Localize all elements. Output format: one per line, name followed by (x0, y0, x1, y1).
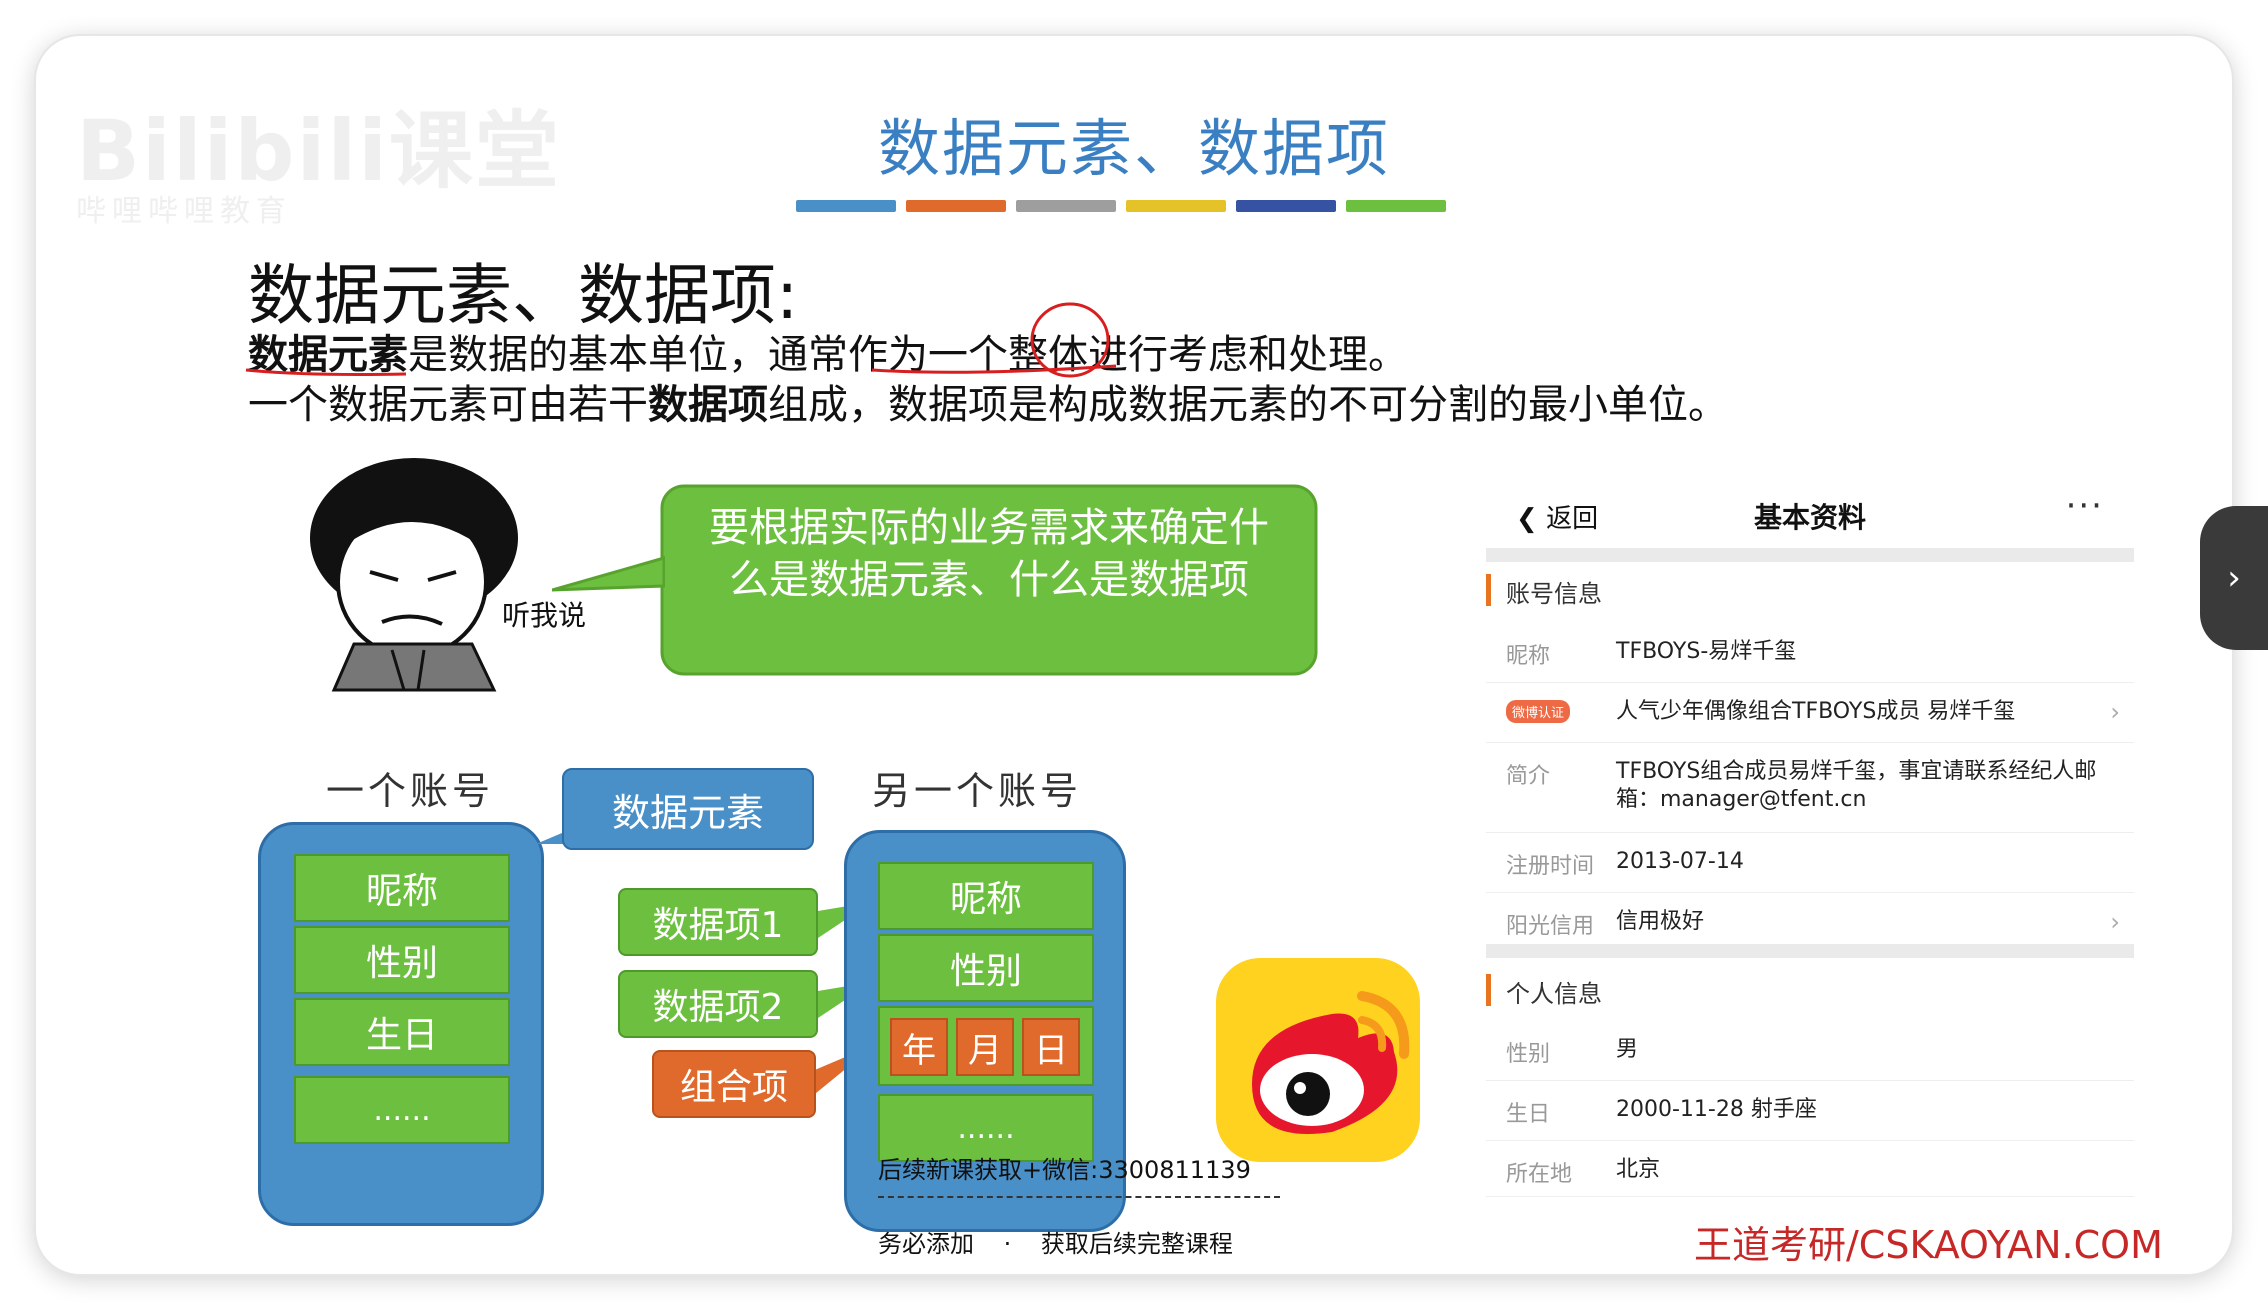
row-label: 阳光信用 (1506, 914, 1595, 939)
term-data-item: 数据项 (648, 382, 768, 428)
cartoon-face-illustration (310, 458, 518, 692)
divider (1486, 548, 2134, 562)
more-dots-icon[interactable]: ··· (2065, 486, 2104, 526)
profile-row-bio: 简介 TFBOYS组合成员易烊千玺，事宜请联系经纪人邮箱：manager@tfe… (1486, 758, 2134, 833)
color-bar-5 (1236, 200, 1336, 212)
account-1-label: 一个账号 (326, 769, 495, 813)
slide-title: 数据元素、数据项 (877, 112, 1390, 185)
account-2-field-more: ...... (878, 1094, 1094, 1162)
chevron-left-icon: ❮ (1516, 504, 1538, 534)
row-value: 人气少年偶像组合TFBOYS成员 易烊千玺 (1616, 699, 2016, 724)
row-value: 2013-07-14 (1616, 849, 1744, 874)
weibo-profile-panel: ❮ 返回 基本资料 ··· 账号信息 昵称 TFBOYS-易烊千玺 微博认证 人… (1486, 480, 2134, 1200)
data-item-1-tag: 数据项1 (618, 888, 818, 956)
account-1-field-more: ...... (294, 1076, 510, 1144)
lecture-slide: Bilibili课堂 哔哩哔哩教育 数据元素、数据项 数据元素、数据项: 数据元… (36, 36, 2232, 1274)
row-value: 2000-11-28 射手座 (1616, 1097, 1817, 1122)
footer-note-dot: · (1003, 1230, 1012, 1258)
speech-bubble (552, 484, 1318, 676)
weibo-verified-badge: 微博认证 (1506, 700, 1571, 723)
profile-row-gender: 性别 男 (1486, 1036, 2134, 1081)
row-label: 性别 (1506, 1042, 1551, 1067)
back-label: 返回 (1546, 504, 1599, 534)
row-value: TFBOYS-易烊千玺 (1616, 639, 1797, 664)
account-1-field-gender: 性别 (294, 926, 510, 994)
row-label: 简介 (1506, 764, 1551, 789)
profile-row-credit[interactable]: 阳光信用 信用极好 › (1486, 908, 2134, 944)
chevron-right-icon: › (2110, 908, 2120, 936)
term-data-element: 数据元素 (248, 332, 408, 378)
account-2-field-nickname: 昵称 (878, 862, 1094, 930)
row-label: 所在地 (1506, 1162, 1573, 1187)
divider (1486, 944, 2134, 958)
chevron-right-icon: › (2110, 698, 2120, 726)
pen-underline-whole (871, 364, 1117, 374)
listen-caption: 听我说 (502, 599, 587, 632)
footer-note-1: 务必添加 (878, 1230, 974, 1258)
definition-text-2b: 组成，数据项是构成数据元素的不可分割的最小单位。 (768, 382, 1728, 428)
account-1-field-nickname: 昵称 (294, 854, 510, 922)
section-personal-info-title: 个人信息 (1506, 980, 1602, 1008)
profile-title: 基本资料 (1753, 501, 1866, 534)
profile-row-register-date: 注册时间 2013-07-14 (1486, 848, 2134, 893)
section-personal-info: 个人信息 (1486, 964, 2134, 1014)
color-bar-1 (796, 200, 896, 212)
weibo-logo (1216, 958, 1420, 1162)
dashed-divider (878, 1196, 1280, 1198)
footer-note: 务必添加 · 获取后续完整课程 (878, 1224, 1233, 1259)
section-account-info-title: 账号信息 (1506, 580, 1602, 608)
profile-header: ❮ 返回 基本资料 ··· (1486, 480, 2134, 548)
pen-underline-term (245, 368, 407, 376)
date-part-month: 月 (956, 1018, 1014, 1076)
bilibili-watermark-sub: 哔哩哔哩教育 (76, 194, 292, 229)
section-accent-bar (1486, 574, 1491, 606)
account-2-field-gender: 性别 (878, 934, 1094, 1002)
next-page-button[interactable]: › (2200, 506, 2268, 650)
bubble-line-1: 要根据实际的业务需求来确定什 (709, 505, 1269, 551)
profile-row-birthday: 生日 2000-11-28 射手座 (1486, 1096, 2134, 1141)
profile-row-location: 所在地 北京 (1486, 1156, 2134, 1197)
definition-text-2a: 一个数据元素可由若干 (248, 382, 648, 428)
back-button[interactable]: ❮ 返回 (1516, 498, 1598, 535)
data-element-tag: 数据元素 (562, 768, 814, 850)
row-label: 生日 (1506, 1102, 1551, 1127)
section-accent-bar (1486, 974, 1491, 1006)
data-item-2-tag: 数据项2 (618, 970, 818, 1038)
wechat-promo: 后续新课获取+微信:3300811139 (878, 1156, 1251, 1184)
account-1-field-birthday: 生日 (294, 998, 510, 1066)
date-part-year: 年 (890, 1018, 948, 1076)
account-2-field-birthday: 年 月 日 (878, 1006, 1094, 1086)
row-value: 男 (1616, 1037, 1639, 1062)
profile-row-verification[interactable]: 微博认证 人气少年偶像组合TFBOYS成员 易烊千玺 › (1486, 698, 2134, 743)
account-2-label: 另一个账号 (872, 769, 1083, 813)
section-account-info: 账号信息 (1486, 564, 2134, 614)
bubble-text: 要根据实际的业务需求来确定什 么是数据元素、什么是数据项 (662, 502, 1316, 606)
row-value: 北京 (1616, 1157, 1661, 1182)
bilibili-watermark: Bilibili课堂 (76, 102, 561, 200)
color-bar-3 (1016, 200, 1116, 212)
row-value: TFBOYS组合成员易烊千玺，事宜请联系经纪人邮箱：manager@tfent.… (1616, 759, 2097, 812)
section-heading: 数据元素、数据项: (248, 257, 799, 334)
profile-row-nickname: 昵称 TFBOYS-易烊千玺 (1486, 638, 2134, 683)
pen-circle-whole (1030, 302, 1110, 378)
date-part-day: 日 (1022, 1018, 1080, 1076)
definition-line-2: 一个数据元素可由若干数据项组成，数据项是构成数据元素的不可分割的最小单位。 (248, 372, 1728, 430)
color-bar-4 (1126, 200, 1226, 212)
chevron-right-icon: › (2227, 558, 2241, 598)
color-bar-6 (1346, 200, 1446, 212)
footer-note-2: 获取后续完整课程 (1040, 1230, 1233, 1258)
color-bar-2 (906, 200, 1006, 212)
combination-item-tag: 组合项 (652, 1050, 816, 1118)
row-value: 信用极好 (1616, 909, 1705, 934)
row-label: 注册时间 (1506, 854, 1595, 879)
brand-watermark: 王道考研/CSKAOYAN.COM (1694, 1223, 2163, 1267)
bubble-line-2: 么是数据元素、什么是数据项 (729, 557, 1249, 603)
row-label: 昵称 (1506, 644, 1551, 669)
